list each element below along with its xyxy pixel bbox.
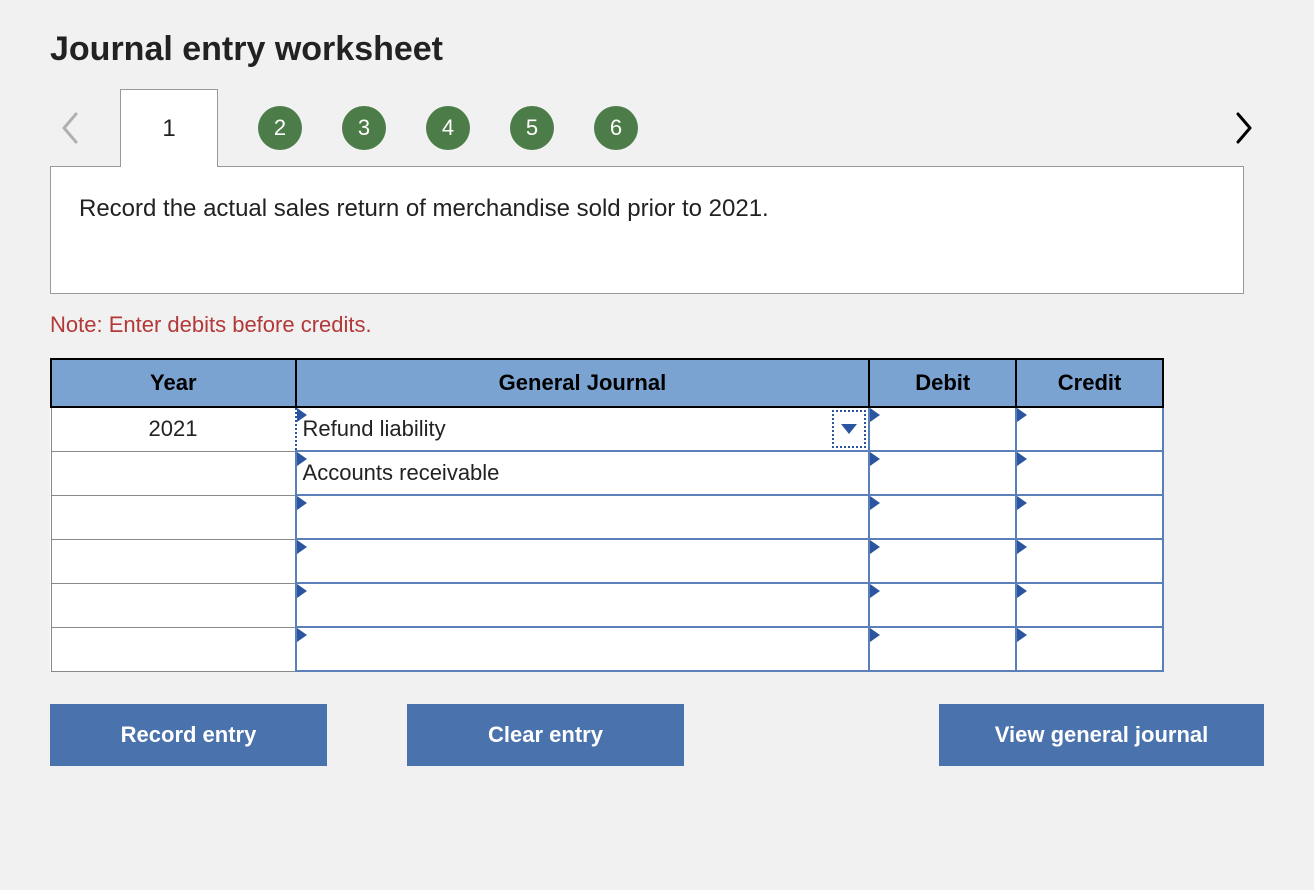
table-row <box>51 495 1163 539</box>
year-cell[interactable] <box>51 451 296 495</box>
table-row <box>51 627 1163 671</box>
debit-cell[interactable] <box>869 407 1016 451</box>
credit-cell[interactable] <box>1016 583 1163 627</box>
cell-marker-icon <box>870 628 880 642</box>
clear-entry-button[interactable]: Clear entry <box>407 704 684 766</box>
tab-step-3[interactable]: 3 <box>342 106 386 150</box>
credit-cell[interactable] <box>1016 627 1163 671</box>
year-cell[interactable] <box>51 583 296 627</box>
header-credit: Credit <box>1016 359 1163 407</box>
cell-marker-icon <box>1017 540 1027 554</box>
tab-step-2[interactable]: 2 <box>258 106 302 150</box>
dropdown-icon[interactable] <box>832 410 866 448</box>
credit-cell[interactable] <box>1016 451 1163 495</box>
cell-marker-icon <box>870 408 880 422</box>
cell-marker-icon <box>870 584 880 598</box>
button-row: Record entry Clear entry View general jo… <box>50 704 1264 766</box>
credit-cell[interactable] <box>1016 495 1163 539</box>
year-cell[interactable] <box>51 495 296 539</box>
header-general-journal: General Journal <box>296 359 870 407</box>
cell-marker-icon <box>297 540 307 554</box>
year-cell[interactable] <box>51 539 296 583</box>
prev-chevron-icon[interactable] <box>50 108 90 148</box>
tab-step-5[interactable]: 5 <box>510 106 554 150</box>
view-general-journal-button[interactable]: View general journal <box>939 704 1264 766</box>
cell-marker-icon <box>297 584 307 598</box>
debit-cell[interactable] <box>869 583 1016 627</box>
cell-marker-icon <box>1017 452 1027 466</box>
general-journal-value: Accounts receivable <box>297 460 500 485</box>
cell-marker-icon <box>297 452 307 466</box>
general-journal-value: Refund liability <box>297 416 446 441</box>
cell-marker-icon <box>297 408 307 422</box>
year-cell[interactable]: 2021 <box>51 407 296 451</box>
tab-step-6[interactable]: 6 <box>594 106 638 150</box>
journal-entry-table: Year General Journal Debit Credit 2021Re… <box>50 358 1164 672</box>
credit-cell[interactable] <box>1016 539 1163 583</box>
table-row <box>51 539 1163 583</box>
cell-marker-icon <box>870 496 880 510</box>
tab-nav-row: 1 2 3 4 5 6 <box>50 89 1264 167</box>
general-journal-cell[interactable] <box>296 539 870 583</box>
cell-marker-icon <box>297 628 307 642</box>
record-entry-button[interactable]: Record entry <box>50 704 327 766</box>
cell-marker-icon <box>870 452 880 466</box>
general-journal-cell[interactable] <box>296 583 870 627</box>
header-debit: Debit <box>869 359 1016 407</box>
general-journal-cell[interactable]: Refund liability <box>296 407 870 451</box>
general-journal-cell[interactable]: Accounts receivable <box>296 451 870 495</box>
cell-marker-icon <box>1017 584 1027 598</box>
general-journal-cell[interactable] <box>296 627 870 671</box>
debit-cell[interactable] <box>869 539 1016 583</box>
prompt-box: Record the actual sales return of mercha… <box>50 166 1244 294</box>
credit-cell[interactable] <box>1016 407 1163 451</box>
year-cell[interactable] <box>51 627 296 671</box>
table-row: 2021Refund liability <box>51 407 1163 451</box>
cell-marker-icon <box>297 496 307 510</box>
debit-cell[interactable] <box>869 451 1016 495</box>
cell-marker-icon <box>1017 628 1027 642</box>
page-title: Journal entry worksheet <box>50 30 1264 69</box>
tab-active[interactable]: 1 <box>120 89 218 167</box>
table-row <box>51 583 1163 627</box>
header-year: Year <box>51 359 296 407</box>
tab-step-4[interactable]: 4 <box>426 106 470 150</box>
table-row: Accounts receivable <box>51 451 1163 495</box>
cell-marker-icon <box>1017 496 1027 510</box>
tabs-container: 1 2 3 4 5 6 <box>120 89 638 167</box>
debit-cell[interactable] <box>869 627 1016 671</box>
note-text: Note: Enter debits before credits. <box>50 312 1264 338</box>
debit-cell[interactable] <box>869 495 1016 539</box>
next-chevron-icon[interactable] <box>1224 108 1264 148</box>
cell-marker-icon <box>870 540 880 554</box>
general-journal-cell[interactable] <box>296 495 870 539</box>
cell-marker-icon <box>1017 408 1027 422</box>
